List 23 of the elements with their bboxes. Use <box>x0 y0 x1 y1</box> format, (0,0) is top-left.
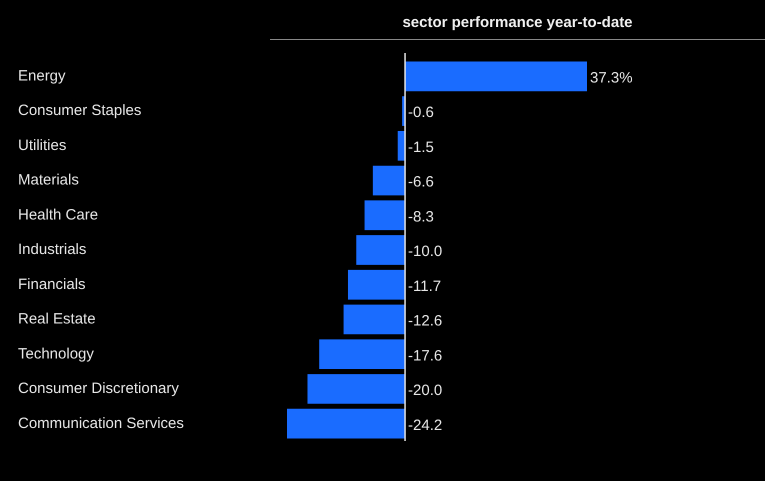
data-label: -1.5 <box>408 138 434 156</box>
y-tick-label: Industrials <box>18 241 86 258</box>
y-tick-label: Communication Services <box>18 414 184 432</box>
data-label: -8.3 <box>408 208 434 226</box>
y-tick-label: Materials <box>18 172 79 189</box>
y-tick-label: Consumer Staples <box>18 102 142 120</box>
data-label: -6.6 <box>408 174 434 191</box>
y-tick-label: Health Care <box>18 206 98 224</box>
y-tick-label: Real Estate <box>18 310 96 328</box>
y-tick-label: Financials <box>18 276 86 293</box>
data-label: -24.2 <box>408 416 442 434</box>
chart-title: sector performance year-to-date <box>270 14 765 40</box>
y-tick-label: Consumer Discretionary <box>18 380 180 398</box>
data-label: -12.6 <box>408 312 442 330</box>
y-tick-label: Technology <box>18 345 94 362</box>
data-label: 37.3% <box>590 70 633 87</box>
data-label: -17.6 <box>408 347 442 364</box>
data-label: -10.0 <box>408 243 442 260</box>
data-label: -20.0 <box>408 382 442 400</box>
data-label: -0.6 <box>408 104 434 122</box>
y-tick-label: Utilities <box>18 136 66 154</box>
data-label: -11.7 <box>408 278 442 295</box>
y-tick-label: Energy <box>18 68 66 85</box>
